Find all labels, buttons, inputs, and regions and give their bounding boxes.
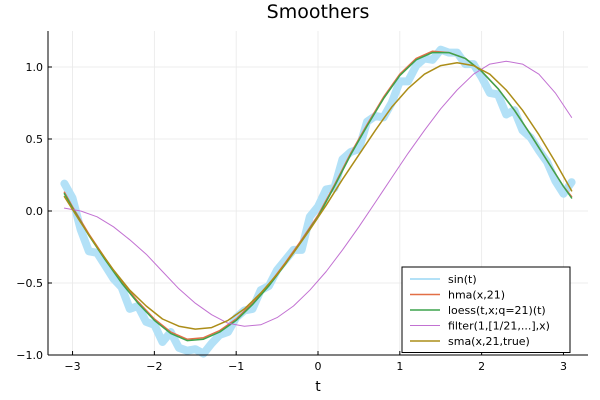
x-tick-label: 1: [396, 360, 403, 373]
y-tick-label: 1.0: [26, 61, 44, 74]
y-tick-label: 0.0: [26, 205, 44, 218]
legend: sin(t) hma(x,21) loess(t,x;q=21)(t) filter(…: [401, 266, 571, 353]
x-axis-title: t: [315, 379, 321, 395]
series-line-4: [63, 61, 573, 330]
legend-label: sin(t): [448, 273, 477, 286]
x-tick-label: 0: [315, 360, 322, 373]
x-tick-label: 2: [478, 360, 485, 373]
legend-label: loess(t,x;q=21)(t): [448, 304, 546, 317]
series-lines: [60, 45, 576, 358]
legend-label: sma(x,21,true): [448, 335, 530, 348]
chart-title: Smoothers: [267, 1, 370, 23]
legend-label: filter(1,[1/21,...],x): [448, 320, 550, 333]
x-tick-label: −1: [228, 360, 244, 373]
series-line-0: [60, 45, 576, 358]
y-tick-label: −1.0: [16, 349, 43, 362]
x-tick-label: −2: [146, 360, 162, 373]
y-tick-label: 0.5: [26, 133, 44, 146]
legend-label: hma(x,21): [448, 289, 505, 302]
series-line-3: [63, 60, 573, 327]
axes: −3 −2 −1 0 1 2 3 −1.0 −0.5 0.0 0.5 1.0: [16, 31, 588, 373]
y-tick-label: −0.5: [16, 277, 43, 290]
x-tick-label: −3: [64, 360, 80, 373]
x-tick-label: 3: [560, 360, 567, 373]
